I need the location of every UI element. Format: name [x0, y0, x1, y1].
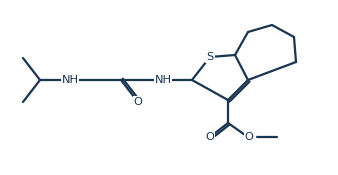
- Text: NH: NH: [154, 75, 172, 85]
- Text: O: O: [206, 132, 214, 142]
- Text: O: O: [245, 132, 254, 142]
- Text: S: S: [207, 52, 214, 62]
- Text: O: O: [134, 97, 142, 107]
- Text: NH: NH: [62, 75, 78, 85]
